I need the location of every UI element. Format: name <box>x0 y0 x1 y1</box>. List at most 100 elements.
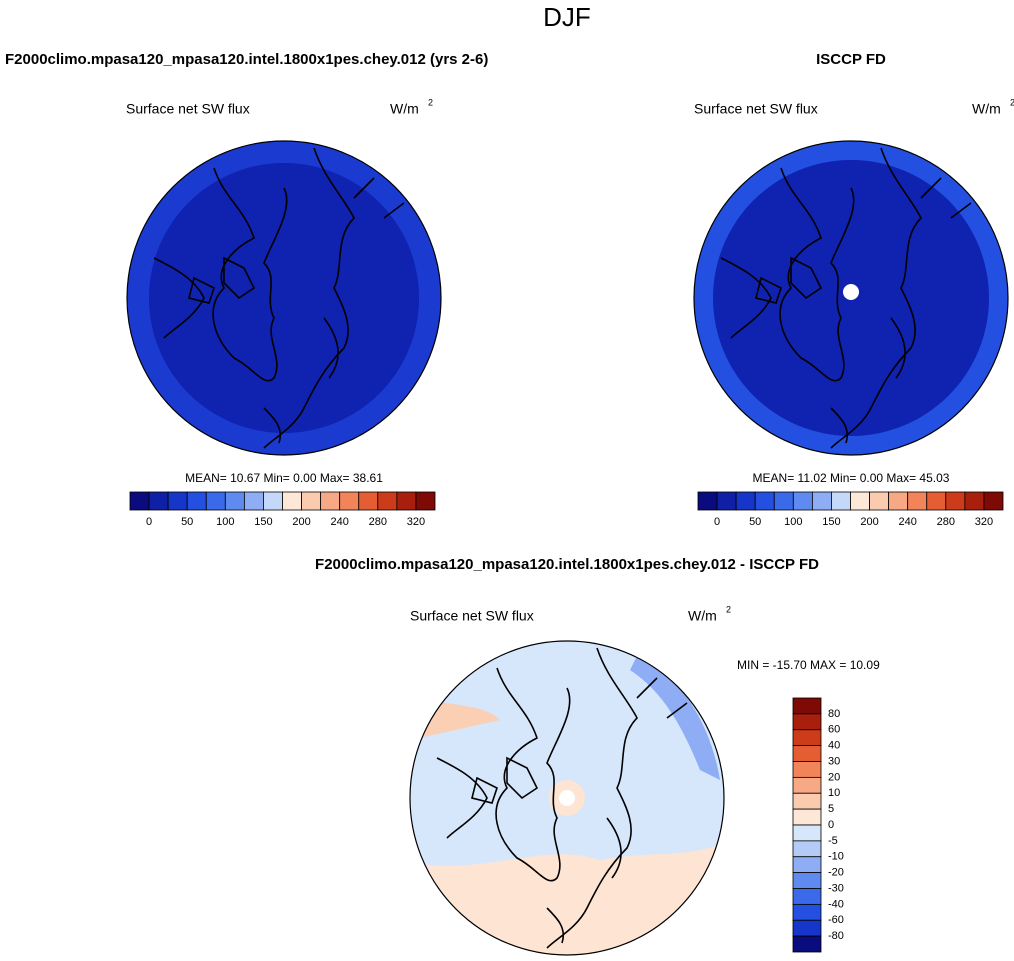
colorbar-label: -5 <box>828 835 838 847</box>
colorbar-box <box>377 491 398 511</box>
colorbar-label: 150 <box>254 516 272 528</box>
colorbar-label: 40 <box>828 740 840 752</box>
colorbar-box <box>945 491 966 511</box>
colorbar-box <box>907 491 928 511</box>
colorbar-box <box>831 491 851 511</box>
colorbar-box <box>716 491 737 511</box>
colorbar-label: 10 <box>828 787 840 799</box>
colorbar-box <box>792 919 822 937</box>
map <box>127 141 441 455</box>
panel-heading: F2000climo.mpasa120_mpasa120.intel.1800x… <box>5 51 488 68</box>
colorbar-box <box>358 491 379 511</box>
colorbar-box <box>792 713 822 731</box>
stats: MEAN= 10.67 Min= 0.00 Max= 38.61 <box>185 471 383 485</box>
colorbar-label: 150 <box>822 516 840 528</box>
colorbar-box <box>869 491 890 511</box>
units-exponent: 2 <box>428 97 433 107</box>
colorbar-label: -20 <box>828 867 844 879</box>
map-border <box>126 140 442 456</box>
colorbar-label: 0 <box>146 516 152 528</box>
colorbar-label: 200 <box>860 516 878 528</box>
colorbar-box <box>792 745 822 762</box>
colorbar-box <box>792 792 822 810</box>
colorbar-box <box>792 729 822 747</box>
colorbar-label: -30 <box>828 882 844 894</box>
colorbar-label: 100 <box>784 516 802 528</box>
field-label: Surface net SW flux <box>410 608 534 624</box>
colorbar-box <box>792 808 822 826</box>
colorbar-box <box>811 491 832 511</box>
colorbar-label: 320 <box>975 516 993 528</box>
colorbar-box <box>754 491 775 511</box>
stats: MEAN= 11.02 Min= 0.00 Max= 45.03 <box>753 471 950 485</box>
page-title: DJF <box>543 2 591 32</box>
colorbar-box <box>850 491 870 511</box>
map <box>410 641 724 955</box>
colorbar-box <box>735 491 756 511</box>
colorbar-label: 50 <box>181 516 193 528</box>
colorbar-box <box>263 491 283 511</box>
colorbar-box <box>964 491 985 511</box>
colorbar-label: 200 <box>292 516 310 528</box>
map-border <box>409 640 725 956</box>
colorbar-box <box>792 935 822 953</box>
colorbar-box <box>205 491 226 511</box>
units-exponent: 2 <box>1010 97 1014 107</box>
units: W/m <box>688 608 717 624</box>
colorbar-box <box>129 491 150 511</box>
panel-heading: ISCCP FD <box>816 51 886 68</box>
colorbar-label: 0 <box>714 516 720 528</box>
colorbar-label: 60 <box>828 724 840 736</box>
colorbar-box <box>792 840 822 858</box>
colorbar-box <box>792 761 822 778</box>
field-label: Surface net SW flux <box>126 101 250 117</box>
colorbar-label: -60 <box>828 914 844 926</box>
units-exponent: 2 <box>726 604 731 614</box>
colorbar-box <box>792 824 822 842</box>
colorbar-box <box>282 491 302 511</box>
colorbar-box <box>243 491 264 511</box>
colorbar-box <box>983 491 1004 511</box>
panel-heading: F2000climo.mpasa120_mpasa120.intel.1800x… <box>315 556 819 573</box>
colorbar-box <box>339 491 360 511</box>
colorbar-label: -40 <box>828 898 844 910</box>
colorbar-box <box>186 491 207 511</box>
colorbar-box <box>792 903 822 921</box>
map-border <box>693 140 1009 456</box>
colorbar-label: 80 <box>828 708 840 720</box>
colorbar-box <box>792 856 822 874</box>
colorbar-label: 30 <box>828 755 840 767</box>
colorbar-box <box>792 491 813 511</box>
colorbar-box <box>415 491 436 511</box>
colorbar-label: 280 <box>937 516 955 528</box>
colorbar-label: 5 <box>828 803 834 815</box>
colorbar-box <box>301 491 322 511</box>
colorbar-label: 100 <box>216 516 234 528</box>
colorbar-label: -80 <box>828 930 844 942</box>
colorbar-box <box>396 491 417 511</box>
colorbar-label: 240 <box>331 516 349 528</box>
field-label: Surface net SW flux <box>694 101 818 117</box>
stats: MIN = -15.70 MAX = 10.09 <box>737 658 880 672</box>
colorbar-box <box>697 491 718 511</box>
map <box>694 141 1008 455</box>
colorbar-box <box>926 491 947 511</box>
colorbar-box <box>792 872 822 889</box>
units: W/m <box>390 101 419 117</box>
colorbar-label: 280 <box>369 516 387 528</box>
colorbar-label: -10 <box>828 851 844 863</box>
units: W/m <box>972 101 1001 117</box>
colorbar-box <box>888 491 909 511</box>
colorbar-box <box>167 491 188 511</box>
colorbar-label: 20 <box>828 771 840 783</box>
colorbar-box <box>792 697 822 715</box>
colorbar-label: 320 <box>407 516 425 528</box>
colorbar-box <box>792 888 822 905</box>
colorbar-box <box>792 776 822 794</box>
colorbar-box <box>148 491 169 511</box>
colorbar-label: 0 <box>828 819 834 831</box>
colorbar-label: 50 <box>749 516 761 528</box>
colorbar-box <box>224 491 245 511</box>
colorbar-box <box>320 491 341 511</box>
